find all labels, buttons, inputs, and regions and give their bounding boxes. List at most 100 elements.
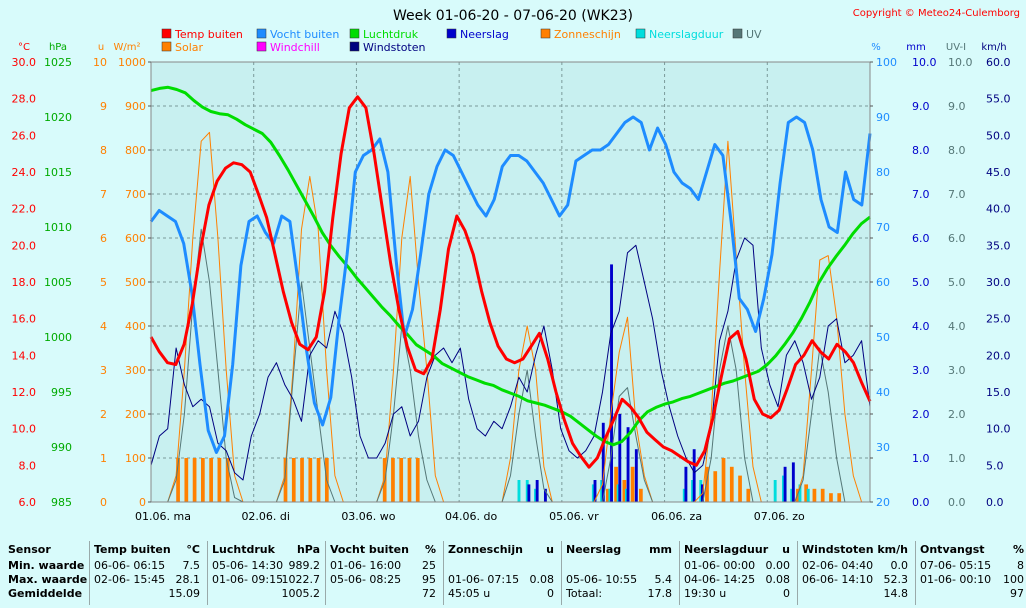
axis-tick-label: 50 — [876, 331, 890, 344]
axis-tick-label: 80 — [876, 166, 890, 179]
bar-neerslagduur — [608, 488, 612, 502]
axis-tick-label: 1000 — [118, 56, 146, 69]
bar-zonneschijn — [184, 458, 189, 502]
bar-zonneschijn — [225, 458, 230, 502]
legend-label: Solar — [175, 41, 204, 54]
table-header: Vocht buiten — [330, 543, 409, 556]
axis-unit-label: hPa — [49, 42, 67, 53]
table-column: Neerslagduur u 01-06- 00:00 0.00 04-06- 14:2… — [684, 538, 790, 608]
x-day-label: 01.06. ma — [135, 510, 191, 523]
cell-value: 100 — [1003, 573, 1024, 586]
table-header: Ontvangst — [920, 543, 985, 556]
copyright-text: Copyright © Meteo24-Culemborg — [853, 8, 1020, 19]
axis-tick-label: 35.0 — [986, 239, 1011, 252]
axis-tick-label: 500 — [125, 276, 146, 289]
table-header: Windstoten — [802, 543, 874, 556]
table-header: Neerslagduur — [684, 543, 769, 556]
x-labels: 01.06. ma 02.06. di 03.06. wo 04.06. do 05.0… — [135, 510, 805, 523]
axis-tick-label: 50.0 — [986, 129, 1011, 142]
table-column: Sensor Min. waarde Max. waarde Gemiddelde — [8, 538, 88, 608]
axis-tick-label: 70 — [876, 221, 890, 234]
bar-neerslagduur — [806, 488, 810, 502]
bar-zonneschijn — [746, 488, 751, 502]
bar-neerslag — [783, 466, 787, 502]
legend-swatch — [446, 28, 457, 39]
axis-tick-label: 1005 — [44, 276, 72, 289]
axis-tick-label: 990 — [51, 441, 72, 454]
bar-neerslagduur — [773, 480, 777, 502]
axis-tick-label: 1010 — [44, 221, 72, 234]
bar-neerslagduur — [691, 480, 694, 502]
axis-tick-label: 0.0 — [986, 496, 1004, 509]
axis-unit-label: % — [871, 42, 881, 53]
bar-neerslagduur — [699, 480, 703, 502]
legend-swatch — [256, 28, 267, 39]
bar-neerslagduur — [525, 480, 529, 502]
cell-value: 14.8 — [883, 587, 909, 600]
axis-tick-label: 5.0 — [986, 459, 1004, 472]
bar-zonneschijn — [630, 466, 635, 502]
bar-zonneschijn — [176, 458, 180, 502]
table-header: Temp buiten — [94, 543, 171, 556]
axis-tick-label: 8 — [100, 144, 107, 157]
cell-time: 45:05 u — [448, 587, 491, 600]
table-separator — [207, 541, 208, 605]
bar-zonneschijn — [391, 458, 395, 502]
legend-swatch — [635, 28, 646, 39]
cell-time: 01-06- 00:10 — [920, 573, 992, 586]
table-header-unit: u — [782, 543, 790, 556]
cell-time: 05-06- 14:30 — [212, 559, 284, 572]
legend-swatch — [732, 28, 743, 39]
legend-swatch — [540, 28, 551, 39]
cell-value: 8 — [1017, 559, 1024, 572]
cell-time: 06-06- 14:10 — [802, 573, 874, 586]
bar-zonneschijn — [217, 458, 222, 502]
table-header-unit: °C — [186, 543, 200, 556]
cell-value: 0.08 — [765, 573, 791, 586]
axis-tick-label: 0 — [100, 496, 107, 509]
table-header: Zonneschijn — [448, 543, 523, 556]
axis-tick-label: 6 — [100, 232, 107, 245]
axis-tick-label: 10.0 — [12, 423, 37, 436]
cell-value: 52.3 — [883, 573, 909, 586]
axis-unit-label: u — [98, 42, 104, 53]
bar-zonneschijn — [796, 488, 800, 502]
bar-neerslagduur — [682, 488, 686, 502]
axis-tick-label: 55.0 — [986, 93, 1011, 106]
axis-tick-label: 45.0 — [986, 166, 1011, 179]
axis-tick-label: 3.0 — [948, 364, 966, 377]
cell-value: 15.09 — [168, 587, 201, 600]
cell-value: 5.4 — [654, 573, 673, 586]
cell-time: 19:30 u — [684, 587, 727, 600]
bars-layer — [176, 264, 842, 502]
axis-tick-label: 12.0 — [12, 386, 37, 399]
chart-title: Week 01-06-20 - 07-06-20 (WK23) — [393, 8, 633, 24]
bar-neerslag — [601, 422, 605, 502]
bar-zonneschijn — [283, 458, 288, 502]
bar-zonneschijn — [399, 458, 404, 502]
table-header-unit: % — [424, 543, 436, 556]
bar-neerslagduur — [600, 480, 604, 502]
row-label: Gemiddelde — [8, 587, 83, 600]
bar-neerslag — [593, 480, 597, 502]
axis-tick-label: 18.0 — [12, 276, 37, 289]
axis-tick-label: 1020 — [44, 111, 72, 124]
bar-neerslag — [684, 466, 688, 502]
axis-tick-label: 1.0 — [948, 452, 966, 465]
bar-zonneschijn — [415, 458, 420, 502]
axes-layer: °C30.028.026.024.022.020.018.016.014.012… — [12, 42, 1011, 509]
legend-label: Neerslag — [460, 28, 509, 41]
bar-zonneschijn — [721, 458, 726, 502]
axis-tick-label: 0.0 — [912, 496, 930, 509]
axis-unit-label: UV-I — [946, 42, 966, 53]
axis-unit-label: mm — [906, 42, 925, 53]
row-label: Min. waarde — [8, 559, 85, 572]
cell-time: 07-06- 05:15 — [920, 559, 992, 572]
axis-tick-label: 100 — [125, 452, 146, 465]
table-separator — [797, 541, 798, 605]
series-temp-buiten — [149, 95, 872, 469]
axis-tick-label: 15.0 — [986, 386, 1011, 399]
legend-swatch — [161, 41, 172, 52]
axis-tick-label: 1025 — [44, 56, 72, 69]
axis-tick-label: 985 — [51, 496, 72, 509]
